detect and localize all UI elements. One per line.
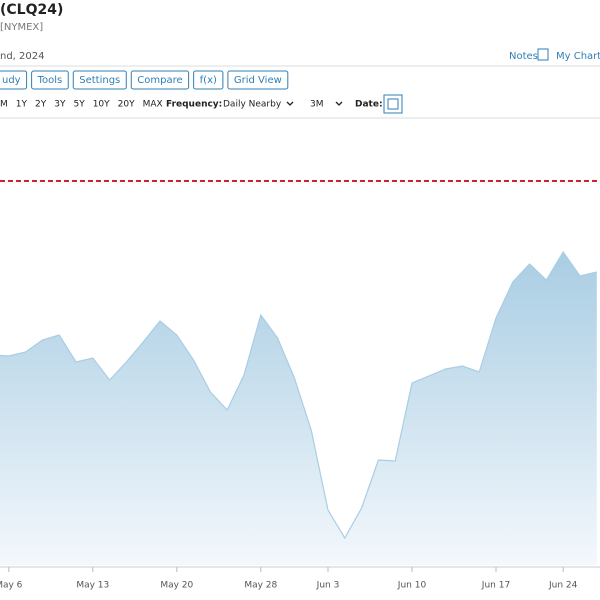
area-fill <box>0 252 597 565</box>
x-tick-label: Jun 17 <box>481 581 510 591</box>
x-tick-label: Jun 3 <box>316 581 340 591</box>
dropdown-caret <box>286 101 294 106</box>
period-option[interactable]: M <box>0 100 8 110</box>
dropdown-caret <box>335 101 343 106</box>
toolbar-button[interactable] <box>0 70 28 90</box>
toolbar-button-label[interactable]: Settings <box>79 75 120 86</box>
period-option[interactable]: 3Y <box>54 100 66 110</box>
toolbar-button[interactable] <box>193 70 224 90</box>
notes-icon <box>537 48 549 61</box>
x-tick-label: May 6 <box>0 581 23 591</box>
period-option[interactable]: MAX <box>143 100 163 110</box>
toolbar-text: Date: <box>355 100 383 110</box>
area-line <box>0 250 597 540</box>
date-picker[interactable] <box>383 94 403 114</box>
exchange: [NYMEX] <box>0 22 43 33</box>
x-tick-label: May 28 <box>244 581 277 591</box>
mycharts-link[interactable]: My Charts <box>556 51 600 62</box>
period-option[interactable]: 10Y <box>93 100 110 110</box>
toolbar-button-label[interactable]: Tools <box>37 75 63 86</box>
x-tick-label: May 13 <box>76 581 109 591</box>
toolbar-button-label[interactable]: udy <box>2 75 21 86</box>
period-option[interactable]: 20Y <box>118 100 135 110</box>
x-tick-label: May 20 <box>160 581 193 591</box>
period-option[interactable]: 5Y <box>73 100 85 110</box>
toolbar-text[interactable]: 3M <box>310 100 324 110</box>
date-text: nd, 2024 <box>0 51 45 62</box>
toolbar-text[interactable]: Daily Nearby <box>223 100 282 110</box>
toolbar-button[interactable] <box>31 70 69 90</box>
calendar-icon <box>387 98 399 110</box>
period-option[interactable]: 1Y <box>16 100 28 110</box>
toolbar-button-label[interactable]: Grid View <box>234 75 282 86</box>
toolbar-button[interactable] <box>72 70 127 90</box>
x-tick-label: Jun 10 <box>397 581 427 591</box>
toolbar-text: Frequency: <box>166 100 222 110</box>
symbol-title: (CLQ24) <box>0 2 63 18</box>
toolbar-button[interactable] <box>227 70 289 90</box>
toolbar-button[interactable] <box>130 70 190 90</box>
notes-link[interactable]: Notes <box>509 51 538 62</box>
toolbar-button-label[interactable]: Compare <box>137 75 182 86</box>
period-option[interactable]: 2Y <box>35 100 47 110</box>
x-tick-label: Jun 24 <box>548 581 578 591</box>
toolbar-button-label[interactable]: f(x) <box>200 75 217 86</box>
